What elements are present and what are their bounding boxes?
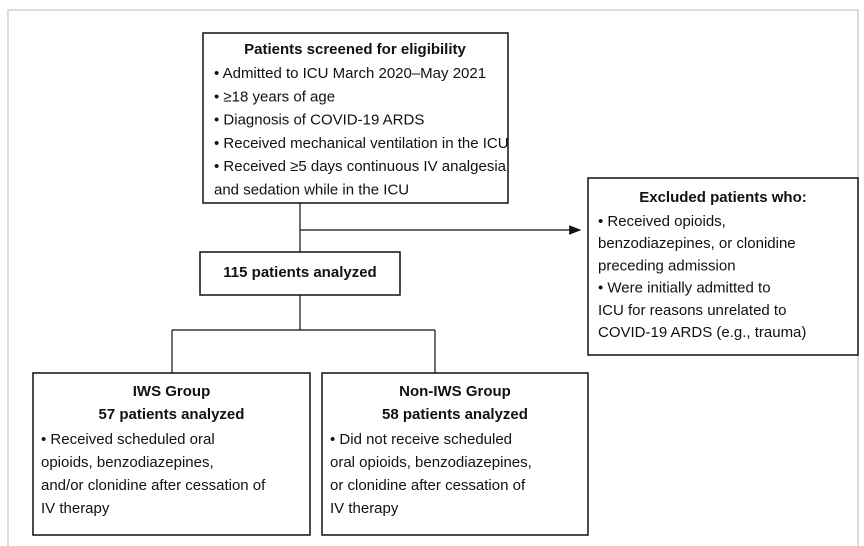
group-box	[32, 372, 311, 536]
box-line: • ≥18 years of age	[214, 88, 335, 105]
excluded-box	[587, 177, 859, 356]
analyzed-box	[199, 251, 401, 296]
box-line: • Admitted to ICU March 2020–May 2021	[214, 65, 486, 82]
box-title: Excluded patients who:	[639, 189, 807, 206]
box-line: • Received ≥5 days continuous IV analges…	[214, 158, 507, 175]
box-title: Patients screened for eligibility	[244, 41, 466, 58]
box-line: IV therapy	[41, 500, 110, 517]
group-subtitle: 57 patients analyzed	[99, 406, 245, 423]
box-line: and sedation while in the ICU	[214, 181, 409, 198]
box-line: and/or clonidine after cessation of	[41, 477, 266, 494]
box-line: • Were initially admitted to	[598, 280, 771, 297]
box-line: • Received opioids,	[598, 213, 726, 230]
box-line: opioids, benzodiazepines,	[41, 454, 214, 471]
box-line: IV therapy	[330, 500, 399, 517]
texts: Patients screened for eligibility • Admit…	[41, 41, 807, 517]
box-line: • Received mechanical ventilation in the…	[214, 135, 509, 152]
group-box	[321, 372, 589, 536]
box-line: ICU for reasons unrelated to	[598, 302, 786, 319]
box-line: preceding admission	[598, 257, 736, 274]
box-line: benzodiazepines, or clonidine	[598, 235, 796, 252]
screening-box	[202, 32, 509, 204]
box-title: 115 patients analyzed	[223, 264, 376, 281]
box-line: oral opioids, benzodiazepines,	[330, 454, 532, 471]
group-title: IWS Group	[133, 383, 211, 400]
group-subtitle: 58 patients analyzed	[382, 406, 528, 423]
group-title: Non-IWS Group	[399, 383, 511, 400]
box-line: • Diagnosis of COVID-19 ARDS	[214, 112, 424, 129]
box-line: COVID-19 ARDS (e.g., trauma)	[598, 324, 806, 341]
box-line: • Received scheduled oral	[41, 431, 215, 448]
box-line: or clonidine after cessation of	[330, 477, 526, 494]
box-line: • Did not receive scheduled	[330, 431, 512, 448]
